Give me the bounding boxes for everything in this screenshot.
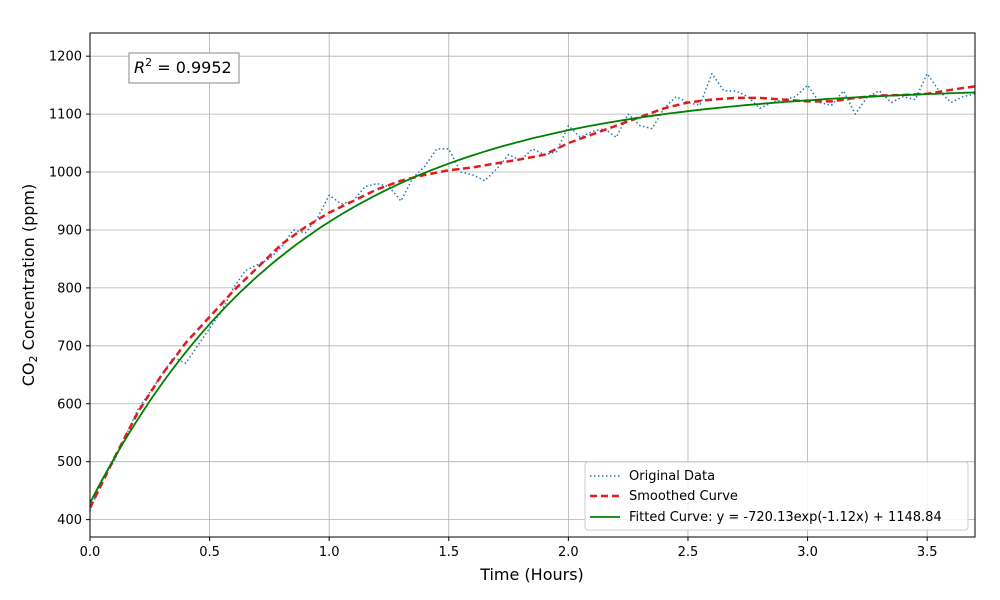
x-tick-label: 3.0	[797, 545, 818, 560]
y-tick-label: 500	[57, 455, 82, 470]
y-tick-label: 800	[57, 281, 82, 296]
grid	[89, 33, 975, 537]
x-tick-label: 1.5	[438, 545, 459, 560]
y-tick-label: 1100	[49, 108, 82, 123]
x-tick-label: 1.0	[319, 545, 340, 560]
x-tick-label: 2.0	[558, 545, 579, 560]
legend-box	[584, 461, 969, 531]
smoothed-curve-line	[90, 85, 975, 509]
legend-label-original: Original Data	[629, 469, 715, 484]
series-layer	[90, 72, 975, 512]
original-data-line	[90, 72, 975, 512]
y-tick-label: 900	[57, 223, 82, 238]
r2-annotation: R2 = 0.9952	[128, 52, 240, 84]
plot-frame	[89, 32, 976, 538]
legend-label-fitted: Fitted Curve: y = -720.13exp(-1.12x) + 1…	[629, 510, 942, 525]
r2-box	[128, 52, 240, 84]
y-tick-label: 400	[57, 513, 82, 528]
axis-ticks: 0.0 0.5 1.0 1.5 2.0 2.5 3.0 3.5 400 500 600 700 800 9…	[49, 50, 938, 560]
x-tick-label: 0.0	[80, 545, 101, 560]
r2-text: R2 = 0.9952	[134, 56, 232, 77]
y-tick-label: 1200	[49, 50, 82, 65]
y-tick-label: 700	[57, 339, 82, 354]
fitted-curve-line	[90, 91, 975, 504]
x-tick-label: 3.5	[917, 545, 938, 560]
x-axis-label: Time (Hours)	[479, 565, 584, 584]
x-tick-label: 2.5	[678, 545, 699, 560]
legend: Original Data Smoothed Curve Fitted Curv…	[584, 461, 969, 531]
legend-label-smoothed: Smoothed Curve	[629, 489, 738, 504]
y-tick-label: 600	[57, 397, 82, 412]
y-tick-label: 1000	[49, 166, 82, 181]
x-tick-label: 0.5	[199, 545, 220, 560]
y-axis-label: CO2 Concentration (ppm)	[19, 184, 40, 387]
